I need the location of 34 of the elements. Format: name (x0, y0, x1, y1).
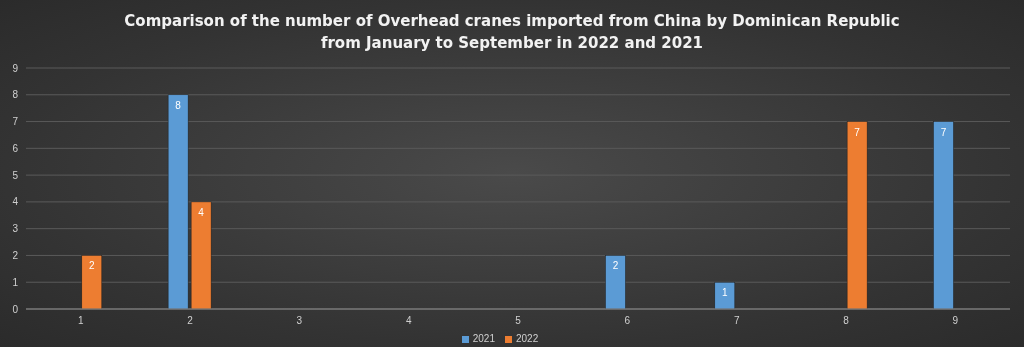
bar (846, 121, 868, 309)
bar (933, 121, 954, 309)
y-tick-label: 2 (12, 249, 19, 261)
data-label: 4 (198, 206, 205, 218)
x-tick-label: 8 (843, 315, 850, 327)
y-tick-label: 1 (12, 276, 19, 288)
chart-title: Comparison of the number of Overhead cranes imported from China by Dominican Republic from January to September in 2022 and 2021 (123, 11, 901, 54)
x-tick-label: 7 (733, 315, 740, 327)
y-tick-label: 5 (12, 169, 19, 181)
bar (81, 255, 103, 309)
x-tick-label: 9 (952, 315, 959, 327)
data-label: 2 (612, 260, 619, 272)
y-tick-label: 7 (12, 116, 19, 128)
data-label: 2 (89, 260, 96, 272)
x-tick-label: 1 (77, 315, 84, 327)
bar (605, 255, 626, 309)
y-tick-label: 6 (12, 142, 19, 154)
y-tick-label: 4 (12, 196, 19, 208)
y-tick-label: 0 (12, 303, 19, 315)
data-label: 8 (175, 99, 182, 111)
data-label: 7 (854, 126, 861, 138)
x-tick-label: 4 (405, 315, 412, 327)
y-tick-label: 8 (12, 89, 19, 101)
legend-label: 2022 (516, 333, 539, 344)
legend-label: 2021 (472, 333, 495, 344)
x-tick-label: 5 (515, 315, 522, 327)
bar (714, 281, 736, 309)
y-tick-label: 3 (12, 223, 19, 235)
data-label: 7 (940, 126, 947, 138)
x-tick-label: 3 (296, 315, 303, 327)
x-tick-label: 2 (187, 315, 194, 327)
data-label: 1 (722, 287, 729, 299)
y-tick-label: 9 (12, 62, 19, 74)
x-tick-label: 6 (624, 315, 631, 327)
